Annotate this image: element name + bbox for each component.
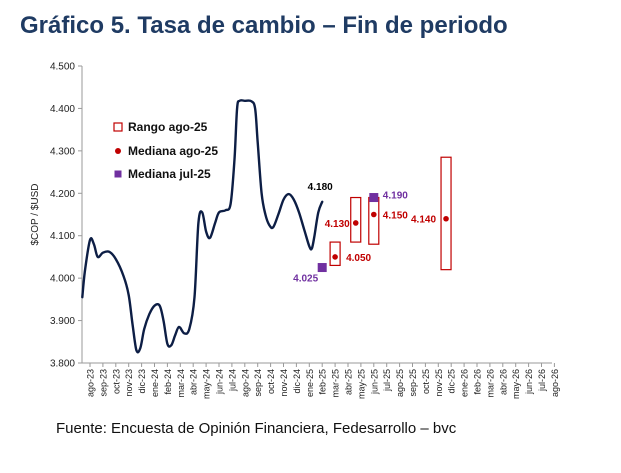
median-ago-label: 4.050 — [346, 253, 371, 264]
legend-range-icon — [113, 122, 123, 132]
chart-source: Fuente: Encuesta de Opinión Financiera, … — [56, 420, 457, 437]
x-tick-label: oct-23 — [111, 369, 121, 394]
chart-title: Gráfico 5. Tasa de cambio – Fin de perio… — [20, 12, 508, 39]
x-tick-label: abr-26 — [498, 369, 508, 395]
y-axis-label: $COP / $USD — [30, 183, 41, 245]
x-tick-label: may-25 — [356, 369, 366, 399]
x-tick-label: oct-25 — [421, 369, 431, 394]
x-tick-label: jun-24 — [215, 369, 225, 395]
y-tick-label: 4.200 — [50, 189, 75, 200]
y-tick-label: 4.000 — [50, 274, 75, 285]
y-tick-label: 3.800 — [50, 359, 75, 370]
range-box — [329, 241, 341, 267]
x-tick-label: dic-23 — [137, 369, 147, 394]
range-box — [350, 196, 362, 243]
x-tick-label: ago-26 — [550, 369, 560, 397]
y-tick-label: 4.500 — [50, 62, 75, 73]
x-tick-label: jul-26 — [537, 369, 547, 392]
range-box — [440, 156, 452, 271]
legend-label: Mediana ago-25 — [128, 144, 218, 158]
legend-label: Mediana jul-25 — [128, 167, 211, 181]
x-tick-label: ene-24 — [150, 369, 160, 397]
y-tick-label: 4.400 — [50, 104, 75, 115]
median-ago-marker — [371, 211, 377, 218]
x-tick-label: jul-24 — [227, 369, 237, 392]
x-tick-label: ago-23 — [86, 369, 96, 397]
median-jul-label: 4.025 — [293, 274, 318, 285]
x-tick-label: dic-25 — [447, 369, 457, 394]
x-tick-label: nov-24 — [279, 369, 289, 397]
x-tick-label: feb-26 — [473, 369, 483, 395]
median-jul-marker — [317, 263, 327, 273]
y-tick-label: 4.300 — [50, 146, 75, 157]
median-ago-label: 4.130 — [325, 219, 350, 230]
median-jul-label: 4.190 — [383, 191, 408, 202]
x-tick-label: jun-25 — [369, 369, 379, 395]
x-tick-label: ago-24 — [240, 369, 250, 397]
last-value-label: 4.180 — [308, 182, 333, 193]
exchange-rate-line — [81, 99, 324, 354]
median-jul-marker — [369, 193, 379, 203]
x-tick-label: abr-25 — [344, 369, 354, 395]
x-tick-label: nov-23 — [124, 369, 134, 397]
x-tick-label: mar-26 — [485, 369, 495, 398]
x-tick-label: ene-25 — [305, 369, 315, 397]
y-tick-label: 3.900 — [50, 316, 75, 327]
x-tick-label: ene-26 — [460, 369, 470, 397]
x-tick-label: dic-24 — [292, 369, 302, 394]
x-tick-label: sep-24 — [253, 369, 263, 397]
x-tick-label: feb-25 — [318, 369, 328, 395]
median-ago-marker — [352, 220, 359, 226]
x-tick-label: oct-24 — [266, 369, 276, 394]
range-box — [368, 196, 380, 245]
legend-label: Rango ago-25 — [128, 120, 208, 134]
median-ago-label: 4.140 — [411, 215, 436, 226]
x-tick-label: may-24 — [202, 369, 212, 399]
x-tick-label: mar-25 — [331, 369, 341, 398]
x-tick-label: mar-24 — [176, 369, 186, 398]
x-tick-label: abr-24 — [189, 369, 199, 395]
median-ago-label: 4.150 — [383, 211, 408, 222]
legend-median-jul-icon — [114, 170, 122, 178]
x-tick-label: may-26 — [511, 369, 521, 399]
legend-median-ago-icon — [115, 148, 121, 154]
x-tick-label: jun-26 — [524, 369, 534, 395]
x-tick-label: feb-24 — [163, 369, 173, 395]
x-tick-label: nov-25 — [434, 369, 444, 397]
x-tick-label: jul-25 — [382, 369, 392, 392]
median-ago-marker — [443, 215, 449, 222]
median-ago-marker — [332, 254, 338, 260]
x-tick-label: ago-25 — [395, 369, 405, 397]
y-tick-label: 4.100 — [50, 231, 75, 242]
x-tick-label: sep-23 — [98, 369, 108, 397]
x-tick-label: sep-25 — [408, 369, 418, 397]
